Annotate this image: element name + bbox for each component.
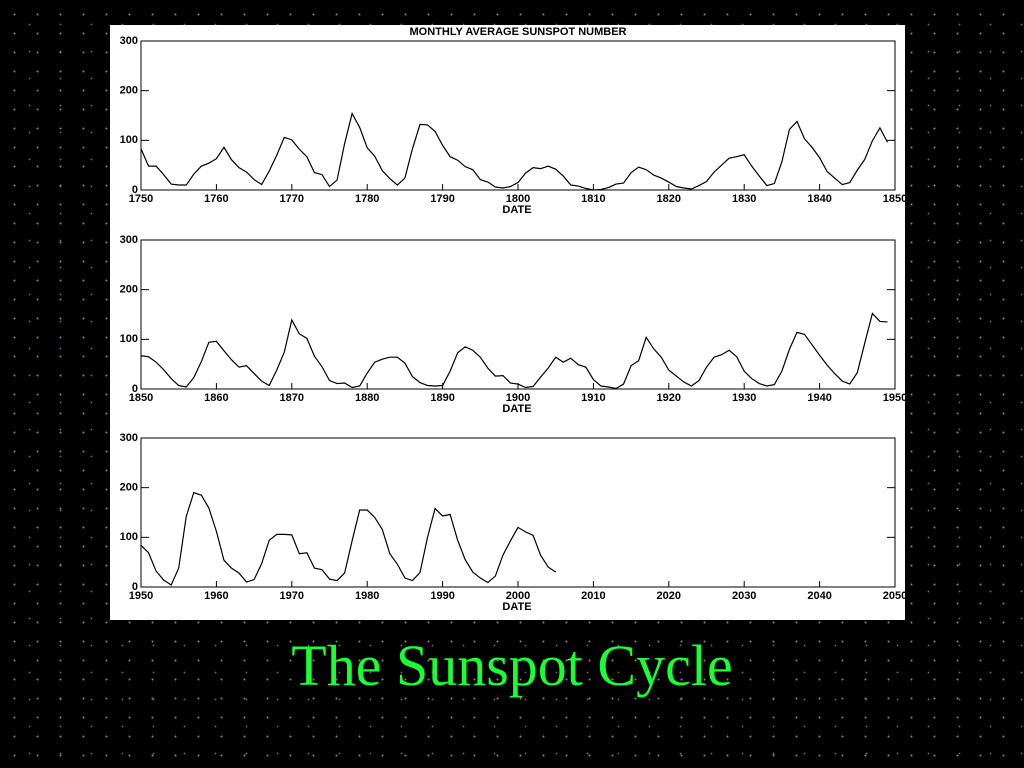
x-tick-label: 1890 (430, 392, 454, 404)
y-tick-label: 0 (132, 581, 138, 593)
x-tick-label: 1770 (280, 193, 304, 205)
y-tick-label: 200 (120, 284, 138, 296)
data-line (140, 111, 888, 191)
x-tick-label: 1810 (581, 193, 605, 205)
x-tick-label: 1790 (430, 193, 454, 205)
x-tick-label: 1760 (204, 193, 228, 205)
chart-title: MONTHLY AVERAGE SUNSPOT NUMBER (410, 26, 627, 38)
y-tick-label: 100 (120, 531, 138, 543)
x-tick-label: 1910 (581, 392, 605, 404)
x-tick-label: 1780 (355, 193, 379, 205)
x-tick-label: 1950 (883, 392, 905, 404)
x-tick-label: 1920 (657, 392, 681, 404)
y-tick-label: 0 (132, 383, 138, 395)
data-line (140, 312, 888, 390)
x-tick-label: 1870 (280, 392, 304, 404)
x-tick-label: 2050 (883, 590, 905, 602)
x-tick-label: 2030 (732, 590, 756, 602)
x-tick-label: 1830 (732, 193, 756, 205)
x-tick-label: 1980 (355, 590, 379, 602)
y-tick-label: 100 (120, 134, 138, 146)
x-tick-label: 1840 (807, 193, 831, 205)
x-tick-label: 1860 (204, 392, 228, 404)
x-tick-label: 1820 (657, 193, 681, 205)
x-tick-label: 1900 (506, 392, 530, 404)
x-tick-label: 1800 (506, 193, 530, 205)
y-tick-label: 200 (120, 85, 138, 97)
x-tick-label: 1930 (732, 392, 756, 404)
x-tick-label: 1950 (129, 590, 153, 602)
y-tick-label: 0 (132, 184, 138, 196)
slide-title: The Sunspot Cycle (291, 633, 733, 698)
y-tick-label: 100 (120, 333, 138, 345)
data-line (140, 491, 557, 586)
x-axis-label: DATE (502, 204, 531, 216)
x-axis-label: DATE (502, 601, 531, 613)
x-tick-label: 1880 (355, 392, 379, 404)
x-tick-label: 2040 (807, 590, 831, 602)
x-tick-label: 1850 (883, 193, 905, 205)
charts: MONTHLY AVERAGE SUNSPOT NUMBER 0 100 200 300… (120, 26, 905, 613)
y-tick-label: 300 (120, 35, 138, 47)
x-tick-label: 1850 (129, 392, 153, 404)
x-tick-label: 2020 (657, 590, 681, 602)
x-tick-label: 2000 (506, 590, 530, 602)
x-tick-label: 1970 (280, 590, 304, 602)
x-tick-label: 1960 (204, 590, 228, 602)
x-tick-label: 2010 (581, 590, 605, 602)
y-tick-label: 300 (120, 234, 138, 246)
x-tick-label: 1940 (807, 392, 831, 404)
y-tick-label: 300 (120, 432, 138, 444)
x-tick-label: 1990 (430, 590, 454, 602)
y-tick-label: 200 (120, 482, 138, 494)
x-axis-label: DATE (502, 403, 531, 415)
plot-frame (140, 40, 896, 191)
plot-frame (140, 239, 896, 390)
x-tick-label: 1750 (129, 193, 153, 205)
chart-panel: MONTHLY AVERAGE SUNSPOT NUMBER 0 100 200 300… (110, 25, 905, 620)
plot-frame (140, 437, 896, 588)
